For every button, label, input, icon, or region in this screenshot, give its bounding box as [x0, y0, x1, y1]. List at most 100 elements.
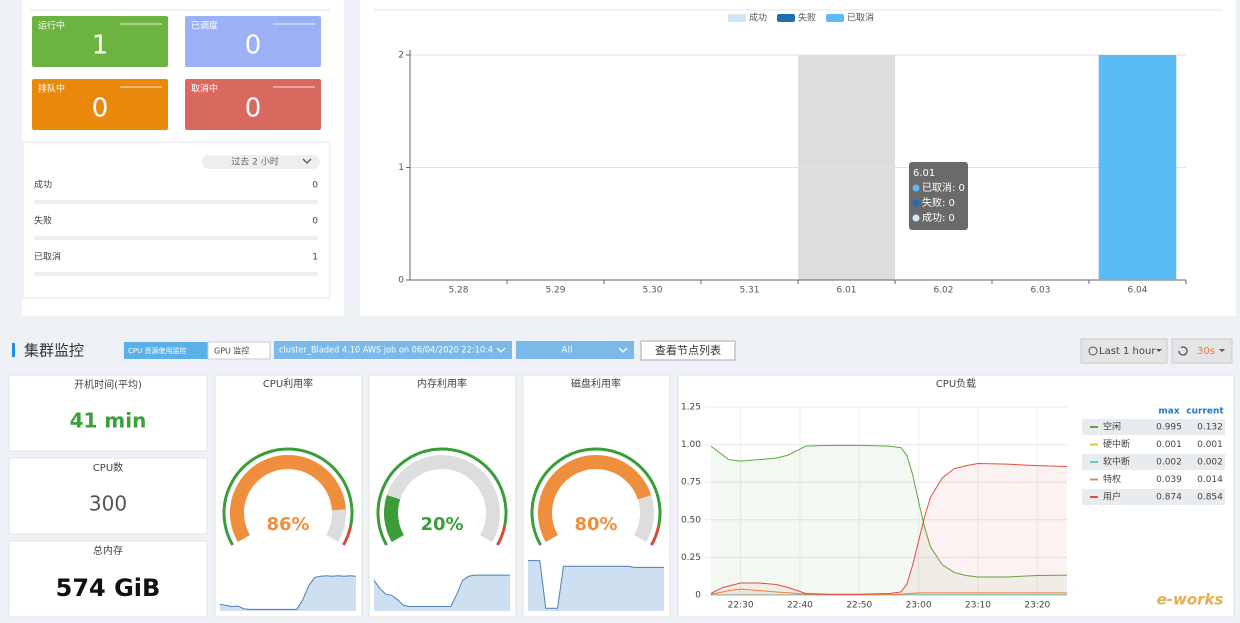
caret-icon [1156, 349, 1162, 352]
x-tick-label: 23:00 [906, 601, 932, 611]
legend-header: max [1158, 407, 1179, 417]
x-tick-label: 23:20 [1024, 601, 1050, 611]
summary-label: 成功 [34, 179, 52, 191]
gauge-title: CPU利用率 [263, 377, 313, 390]
status-card-value: 0 [245, 31, 262, 61]
summary-value: 0 [312, 181, 318, 191]
stat-label: 总内存 [93, 544, 123, 557]
legend-label: 成功 [749, 12, 767, 24]
gauge-label: 86% [266, 514, 309, 535]
node-list-button[interactable] [640, 340, 736, 361]
x-tick-label: 5.28 [448, 286, 468, 296]
tab-label: GPU 监控 [214, 346, 249, 356]
job-select[interactable] [274, 341, 512, 359]
status-card-value: 0 [245, 94, 262, 124]
y-tick-label: 0.75 [681, 478, 701, 488]
series-line [710, 444, 1068, 578]
tab-active[interactable] [124, 342, 208, 359]
series-area [710, 589, 1067, 595]
progress-track [34, 272, 318, 276]
x-tick-label: 6.02 [933, 286, 953, 296]
status-card-label: 取消中 [191, 83, 218, 95]
legend-current: 0.014 [1197, 475, 1223, 485]
x-tick-label: 6.01 [836, 286, 856, 296]
series-area [710, 463, 1067, 595]
legend-swatch [826, 14, 844, 22]
legend-label: 软中断 [1103, 456, 1130, 468]
progress-track [34, 236, 318, 240]
gauge-value [384, 495, 405, 542]
stat-value: 300 [89, 492, 127, 516]
summary-label: 已取消 [34, 251, 61, 263]
period-select[interactable] [202, 155, 320, 169]
status-card [32, 16, 168, 67]
sparkline-area [528, 560, 664, 611]
legend-current: 0.001 [1197, 440, 1223, 450]
x-tick-label: 22:50 [846, 601, 872, 611]
tab[interactable] [207, 341, 271, 360]
progress-track [34, 200, 318, 204]
x-tick-label: 22:40 [787, 601, 813, 611]
refresh-label: 30s [1197, 346, 1215, 357]
stat-value: 574 GiB [56, 574, 161, 602]
node-select[interactable] [516, 341, 634, 359]
tooltip [909, 162, 968, 230]
tooltip-dot [912, 214, 920, 222]
summary-value: 0 [312, 217, 318, 227]
status-card-label: 运行中 [38, 20, 65, 32]
legend-max: 0.001 [1156, 440, 1182, 450]
tab-label: CPU 资源使用监控 [128, 346, 186, 355]
legend-max: 0.002 [1156, 458, 1182, 468]
sparkline [528, 560, 664, 609]
status-card-label: 已调度 [191, 20, 218, 32]
watermark: e-works [1157, 591, 1224, 609]
status-card [185, 79, 321, 130]
tooltip-title: 6.01 [913, 168, 935, 179]
legend-label: 用户 [1103, 491, 1121, 503]
legend-current: 0.132 [1197, 423, 1223, 433]
legend-current: 0.002 [1197, 458, 1223, 468]
section-marker [12, 343, 15, 357]
tooltip-dot [912, 199, 920, 207]
x-tick-label: 22:30 [728, 601, 754, 611]
gauge-value [230, 455, 346, 542]
legend-row [1082, 436, 1225, 453]
stat-label: 开机时间(平均) [74, 378, 142, 391]
status-card [185, 16, 321, 67]
status-card-value: 1 [92, 31, 109, 61]
status-card-label: 排队中 [38, 83, 65, 95]
series-area [710, 445, 1067, 595]
gauge-threshold [222, 447, 354, 546]
legend-swatch [777, 14, 795, 22]
chevron-icon [302, 158, 312, 164]
legend-label: 特权 [1103, 473, 1121, 485]
tooltip-item: 成功: 0 [922, 212, 955, 224]
sparkline [373, 574, 510, 608]
tooltip-item: 失败: 0 [922, 196, 955, 209]
chevron-icon [618, 347, 628, 353]
stat-panel [8, 457, 208, 535]
time-range-picker[interactable] [1080, 338, 1168, 364]
legend-header: current [1186, 407, 1224, 417]
gauge-threshold [342, 525, 353, 546]
tooltip-item: 已取消: 0 [922, 181, 965, 194]
legend-swatch [728, 14, 746, 22]
y-tick-label: 0 [398, 276, 404, 286]
x-tick-label: 5.30 [642, 286, 662, 296]
gauge-threshold [650, 525, 661, 546]
time-range-label: Last 1 hour [1099, 346, 1156, 357]
legend-row [1082, 489, 1225, 505]
tooltip-dot [912, 184, 920, 192]
chevron-icon [496, 347, 506, 353]
legend-row [1082, 471, 1225, 488]
status-card-value: 0 [92, 94, 109, 124]
legend-row [1082, 419, 1225, 435]
legend-max: 0.874 [1156, 493, 1182, 503]
y-tick-label: 0.25 [681, 553, 701, 563]
refresh-icon [1178, 346, 1188, 356]
series-line [710, 463, 1068, 595]
legend-label: 失败 [798, 12, 816, 24]
x-tick-label: 23:10 [965, 601, 991, 611]
stat-value: 41 min [70, 409, 147, 433]
